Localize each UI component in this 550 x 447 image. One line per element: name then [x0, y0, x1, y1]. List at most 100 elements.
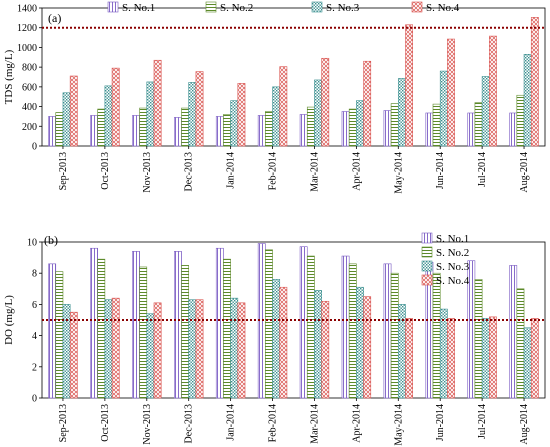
- legend-swatch: [421, 274, 433, 286]
- x-tick-label: Jan-2014: [226, 404, 237, 441]
- x-tick-label: Oct-2013: [100, 404, 111, 442]
- legend-label: S. No.2: [220, 2, 253, 14]
- y-tick-label: 1000: [17, 43, 37, 54]
- bar: [132, 251, 140, 399]
- bar: [104, 85, 113, 147]
- bar: [146, 81, 155, 147]
- legend-swatch: [311, 1, 323, 13]
- bar: [383, 263, 392, 399]
- y-tick-label: 0: [32, 142, 37, 153]
- legend-swatch: [205, 1, 217, 13]
- bar: [195, 71, 204, 147]
- bar: [405, 24, 413, 147]
- bar: [111, 297, 120, 399]
- x-tick-label: Dec-2013: [184, 404, 195, 443]
- bar: [439, 70, 448, 147]
- bar: [341, 255, 350, 399]
- bar: [97, 258, 106, 399]
- legend-label: S. No.3: [326, 2, 360, 14]
- bar: [48, 116, 57, 147]
- y-tick-label: 2: [32, 362, 37, 373]
- x-tick-label: Jul-2014: [477, 404, 488, 439]
- bar: [257, 115, 266, 147]
- bar: [314, 79, 322, 147]
- legend-label: S. No.2: [436, 247, 469, 259]
- x-tick-label: May-2014: [393, 152, 404, 194]
- do-panel: 0 2 4 6 8 10 DO (mg/L) (b) Sep-2013 Oct-2013 Nov-2…: [3, 232, 546, 446]
- x-tick-label: Nov-2013: [142, 152, 153, 193]
- bar: [111, 67, 120, 147]
- bar: [516, 94, 525, 147]
- legend-swatch: [411, 1, 423, 13]
- bar: [223, 114, 231, 147]
- bar: [405, 318, 413, 399]
- bar: [265, 249, 273, 399]
- bar: [55, 112, 64, 147]
- bar: [174, 251, 182, 399]
- bar: [390, 272, 399, 399]
- bar: [481, 76, 490, 147]
- bar: [69, 75, 78, 147]
- plot-frame: [41, 7, 546, 147]
- y-tick-label: 400: [22, 102, 37, 113]
- bar: [279, 286, 288, 399]
- bar: [195, 299, 204, 399]
- bar: [272, 279, 281, 399]
- bar: [237, 302, 246, 399]
- bar: [523, 327, 532, 399]
- x-tick-label: Jul-2014: [477, 152, 488, 187]
- y-tick-label: 6: [32, 300, 37, 311]
- x-tick-label: Jan-2014: [226, 152, 237, 189]
- bar: [447, 38, 455, 147]
- bar: [48, 263, 57, 399]
- bar: [90, 115, 98, 147]
- bar: [62, 92, 71, 147]
- x-tick-label: May-2014: [393, 404, 404, 446]
- bar: [146, 313, 155, 399]
- bar: [489, 316, 497, 399]
- y-axis-label: DO (mg/L): [3, 295, 15, 345]
- bar: [223, 258, 231, 399]
- y-tick-label: 0: [32, 394, 37, 405]
- bar: [397, 78, 406, 147]
- y-axis-label: TDS (mg/L): [3, 49, 15, 104]
- bar: [188, 82, 197, 147]
- x-tick-label: Mar-2014: [309, 152, 320, 192]
- bar: [314, 290, 322, 399]
- bar: [432, 103, 441, 147]
- x-tick-label: Jun-2014: [435, 152, 446, 189]
- bar: [348, 108, 357, 147]
- bar: [447, 318, 455, 399]
- y-tick-label: 8: [32, 269, 37, 280]
- y-tick-label: 10: [27, 238, 37, 249]
- x-tick-label: Mar-2014: [309, 404, 320, 444]
- x-tick-label: Oct-2013: [100, 152, 111, 190]
- bar: [474, 279, 483, 399]
- legend-label: S. No.4: [426, 2, 460, 14]
- legend-swatch: [421, 232, 433, 244]
- y-tick-label: 1400: [17, 4, 37, 15]
- bar: [104, 299, 113, 399]
- bar: [153, 59, 162, 147]
- bar: [432, 272, 441, 399]
- bar: [481, 318, 490, 399]
- legend-label: S. No.4: [436, 275, 470, 287]
- bar: [139, 266, 148, 399]
- bar: [516, 288, 525, 399]
- bar: [230, 297, 239, 399]
- bar: [139, 107, 148, 147]
- bar: [509, 112, 518, 147]
- bar: [181, 265, 190, 399]
- x-tick-label: Sep-2013: [58, 152, 69, 190]
- x-tick-label: Aug-2014: [519, 404, 530, 445]
- bar: [299, 114, 308, 147]
- y-tick-label: 200: [22, 122, 37, 133]
- panel-label: (b): [44, 233, 58, 247]
- y-tick-label: 4: [32, 331, 37, 342]
- bar: [188, 299, 197, 399]
- legend-label: S. No.1: [122, 2, 155, 14]
- bar: [272, 86, 281, 147]
- bar: [265, 111, 273, 147]
- bar: [321, 57, 330, 147]
